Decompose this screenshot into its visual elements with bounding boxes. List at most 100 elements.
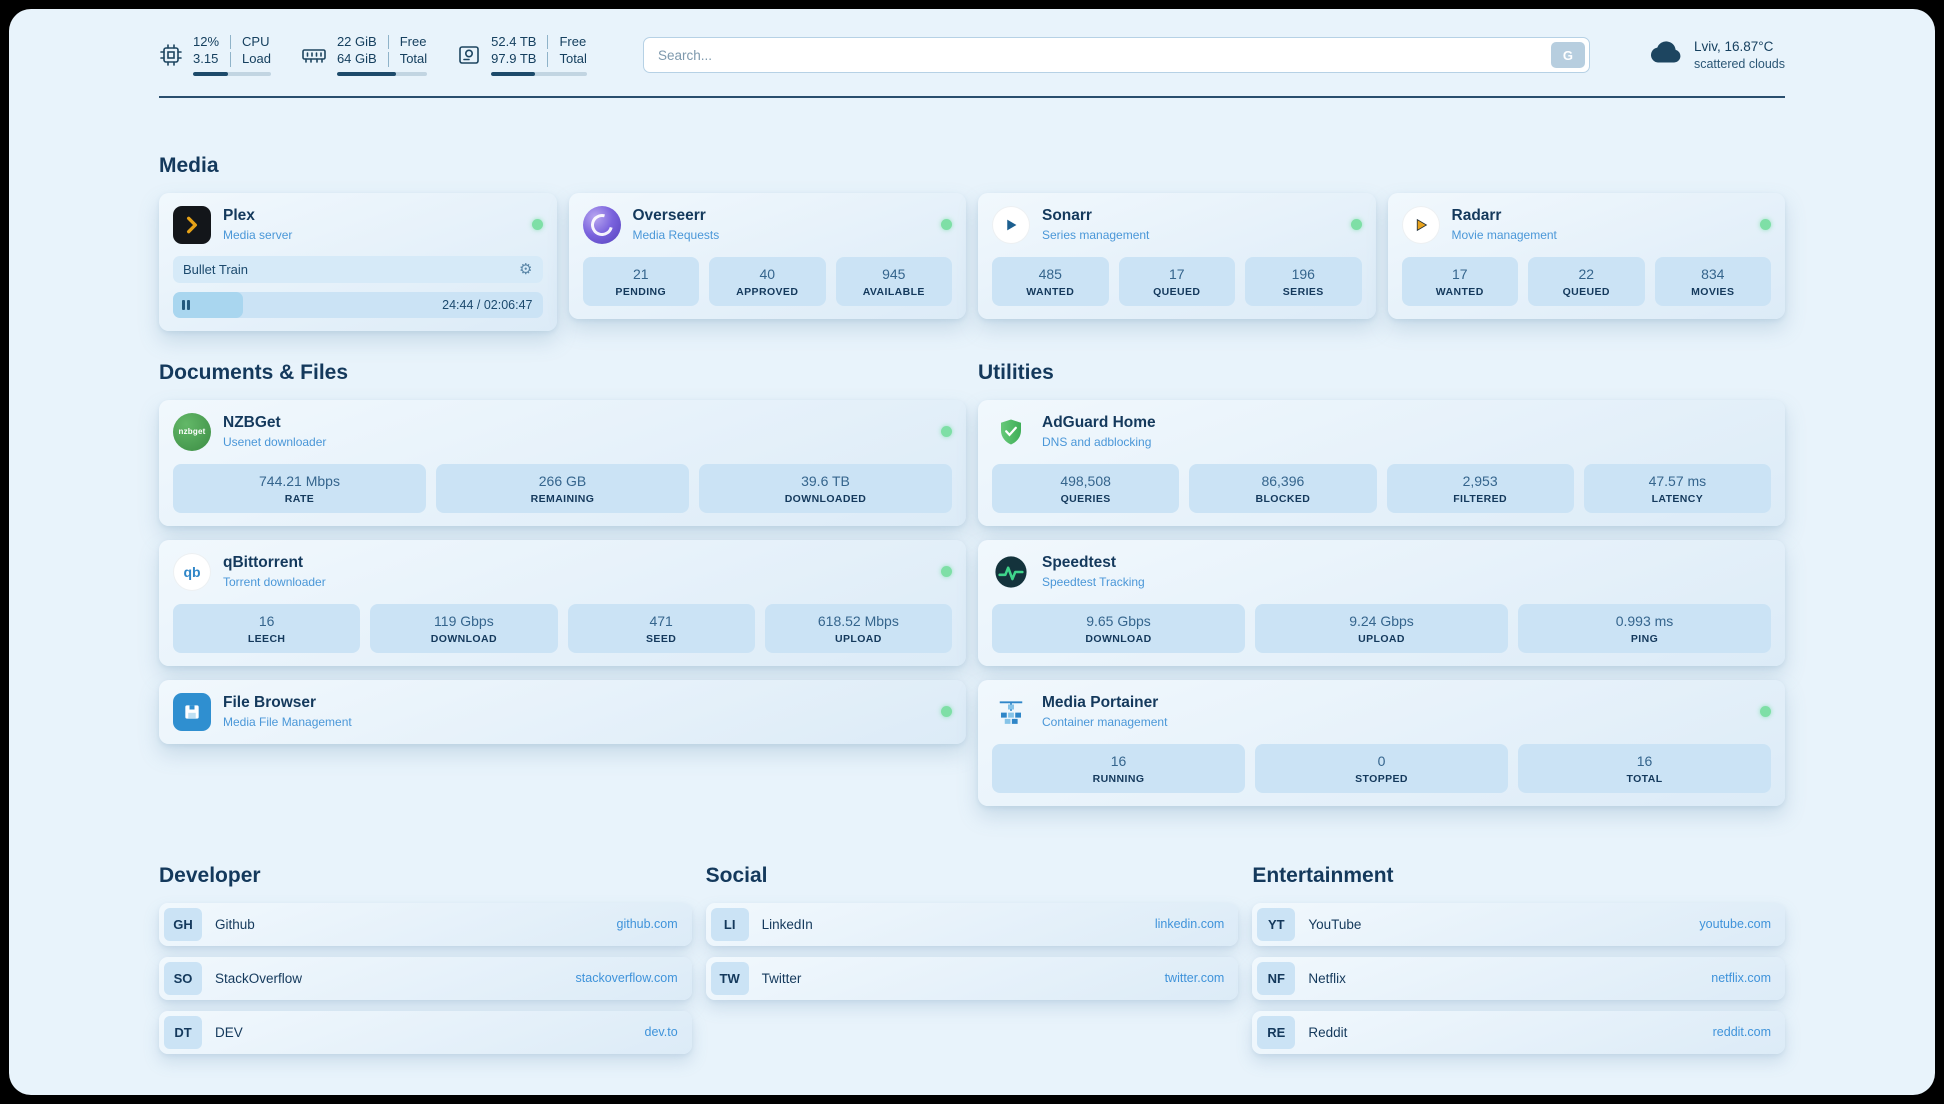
settings-gear-icon[interactable]: ⚙ [519, 260, 533, 278]
app-name: File Browser [223, 694, 317, 712]
ram-memory-icon [301, 43, 327, 67]
bookmark-name: StackOverflow [215, 970, 303, 986]
hard-disk-icon [457, 43, 481, 67]
bookmark-youtube[interactable]: YT YouTube youtube.com [1252, 902, 1785, 946]
bookmark-abbr: TW [710, 961, 749, 995]
cpu-load-label: Load [242, 51, 271, 67]
overseerr-card[interactable]: Overseerr Media Requests 21 PENDING 40 A… [568, 192, 966, 319]
bookmark-name: YouTube [1308, 916, 1362, 932]
status-online-dot [531, 219, 543, 231]
filebrowser-icon [173, 692, 211, 731]
bookmark-abbr: LI [710, 907, 749, 941]
stat-box: 196 SERIES [1245, 256, 1362, 306]
disk-progress-fill [491, 71, 536, 76]
bookmark-name: Netflix [1308, 970, 1346, 986]
bookmark-link[interactable]: youtube.com [1699, 917, 1771, 932]
bookmark-abbr: NF [1257, 961, 1296, 995]
bookmark-link[interactable]: netflix.com [1711, 971, 1771, 986]
status-online-dot [1350, 219, 1362, 231]
search-bar: G [642, 37, 1590, 74]
app-name: Speedtest [1042, 554, 1117, 572]
status-online-dot [941, 566, 952, 578]
bookmark-name: Twitter [761, 970, 802, 986]
bookmark-link[interactable]: twitter.com [1164, 971, 1225, 986]
bookmark-netflix[interactable]: NF Netflix netflix.com [1252, 956, 1785, 1000]
bookmark-abbr: RE [1257, 1015, 1296, 1049]
cpu-load-value: 3.15 [193, 51, 232, 67]
disk-free-label: Free [559, 34, 587, 49]
dashboard-page: 12% CPU 3.15 Load 22 Gi [9, 9, 1935, 1095]
status-online-dot [941, 219, 952, 231]
bookmark-stackoverflow[interactable]: SO StackOverflow stackoverflow.com [159, 956, 692, 1000]
app-name: NZBGet [223, 414, 281, 432]
search-input[interactable] [642, 37, 1590, 74]
disk-total-value: 97.9 TB [491, 51, 549, 67]
plex-card[interactable]: Plex Media server Bullet Train ⚙ 24:44 /… [159, 192, 557, 331]
section-title-media: Media [159, 153, 219, 177]
bookmark-link[interactable]: reddit.com [1712, 1025, 1771, 1040]
bookmark-dev[interactable]: DT DEV dev.to [159, 1010, 692, 1054]
app-subtitle: DNS and adblocking [1042, 435, 1152, 450]
header-divider [159, 95, 1785, 98]
app-subtitle: Media server [223, 228, 293, 243]
entertainment-column: Entertainment YT YouTube youtube.com NF … [1252, 864, 1785, 1065]
overseerr-icon [582, 205, 621, 244]
portainer-crane-icon [992, 693, 1030, 731]
speedtest-icon [992, 553, 1030, 591]
stat-box: 22 QUEUED [1528, 256, 1645, 306]
status-online-dot [1760, 219, 1771, 231]
adguard-card[interactable]: AdGuard Home DNS and adblocking 498,508 … [978, 399, 1785, 526]
adguard-shield-icon [992, 413, 1030, 451]
bookmark-abbr: GH [164, 907, 202, 941]
playback-time: 24:44 / 02:06:47 [442, 297, 533, 312]
bookmark-link[interactable]: dev.to [644, 1025, 678, 1040]
bookmark-reddit[interactable]: RE Reddit reddit.com [1252, 1010, 1785, 1054]
documents-column: Documents & Files nzbget NZBGet Usenet d… [159, 361, 966, 744]
stat-box: 498,508 QUERIES [992, 463, 1180, 513]
bookmark-link[interactable]: github.com [616, 917, 678, 932]
search-engine-button[interactable]: G [1550, 42, 1585, 69]
bookmark-link[interactable]: stackoverflow.com [575, 971, 678, 986]
cloud-icon [1646, 39, 1684, 71]
weather-widget: Lviv, 16.87°C scattered clouds [1646, 39, 1785, 71]
ram-progress-bar [336, 71, 428, 76]
stat-box: 40 APPROVED [709, 256, 826, 306]
app-name: Radarr [1451, 207, 1502, 225]
portainer-card[interactable]: Media Portainer Container management 16 … [978, 679, 1785, 806]
storage-widget: 52.4 TB Free 97.9 TB Total [457, 34, 587, 76]
app-subtitle: Media File Management [223, 715, 352, 730]
bookmark-abbr: DT [164, 1015, 202, 1049]
ram-total-label: Total [399, 51, 428, 67]
nzbget-icon: nzbget [173, 412, 211, 451]
disk-progress-bar [491, 71, 587, 76]
disk-free-value: 52.4 TB [491, 34, 549, 50]
bookmark-twitter[interactable]: TW Twitter twitter.com [705, 956, 1239, 1000]
nzbget-card[interactable]: nzbget NZBGet Usenet downloader 744.21 M… [159, 399, 966, 526]
app-subtitle: Usenet downloader [223, 435, 327, 450]
stat-box: 2,953 FILTERED [1386, 463, 1574, 513]
playback-progress-bar[interactable]: 24:44 / 02:06:47 [173, 291, 543, 318]
now-playing-row: Bullet Train ⚙ [173, 255, 543, 283]
sonarr-card[interactable]: Sonarr Series management 485 WANTED 17 Q… [978, 192, 1376, 319]
qbittorrent-card[interactable]: qb qBittorrent Torrent downloader 16 LEE… [159, 539, 966, 666]
filebrowser-card[interactable]: File Browser Media File Management [159, 679, 966, 744]
bookmark-name: DEV [215, 1024, 243, 1040]
app-subtitle: Speedtest Tracking [1042, 575, 1145, 590]
weather-location-temp: Lviv, 16.87°C [1693, 39, 1774, 55]
bookmark-linkedin[interactable]: LI LinkedIn linkedin.com [705, 902, 1239, 946]
speedtest-card[interactable]: Speedtest Speedtest Tracking 9.65 Gbps D… [978, 539, 1785, 666]
status-online-dot [941, 706, 952, 718]
bookmark-link[interactable]: linkedin.com [1154, 917, 1225, 932]
app-name: Overseerr [632, 207, 706, 225]
stat-box: 17 QUEUED [1118, 256, 1235, 306]
bookmark-github[interactable]: GH Github github.com [159, 902, 692, 946]
stat-box: 47.57 ms LATENCY [1583, 463, 1771, 513]
stat-box: 0.993 ms PING [1518, 603, 1771, 653]
bookmark-name: Reddit [1308, 1024, 1348, 1040]
radarr-card[interactable]: Radarr Movie management 17 WANTED 22 QUE… [1387, 192, 1785, 319]
pause-icon[interactable] [182, 299, 190, 310]
stat-box: 266 GB REMAINING [436, 463, 689, 513]
stat-box: 471 SEED [567, 603, 755, 653]
stat-box: 485 WANTED [992, 256, 1109, 306]
